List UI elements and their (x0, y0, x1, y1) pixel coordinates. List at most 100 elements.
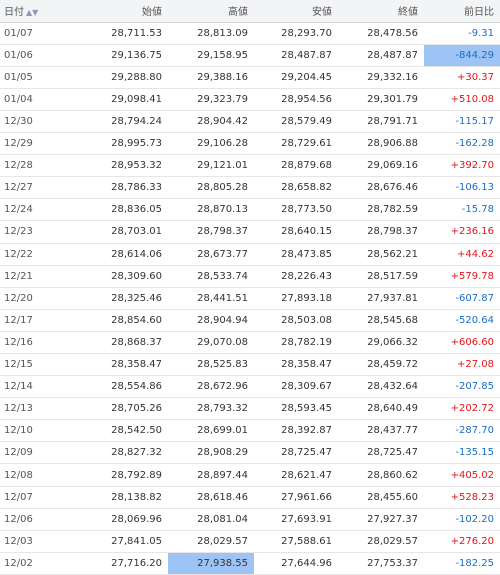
cell-open: 28,703.01 (62, 220, 168, 244)
column-header-high[interactable]: 高値 (168, 0, 254, 23)
cell-open: 28,794.24 (62, 110, 168, 134)
cell-high: 28,805.28 (168, 176, 254, 200)
cell-close: 28,459.72 (338, 353, 424, 377)
table-row[interactable]: 12/03 27,841.05 28,029.57 27,588.61 28,029.5… (0, 530, 500, 553)
cell-change: -207.85 (424, 375, 500, 399)
table-header-row: 日付 ▲▼ 始値 高値 安値 終値 前日比 (0, 0, 500, 23)
table-row[interactable]: 01/04 29,098.41 29,323.79 28,954.56 29,301.7… (0, 88, 500, 111)
cell-low: 28,725.47 (254, 441, 338, 465)
column-header-open[interactable]: 始値 (62, 0, 168, 23)
table-row[interactable]: 12/27 28,786.33 28,805.28 28,658.82 28,676.4… (0, 176, 500, 200)
table-row[interactable]: 12/16 28,868.37 29,070.08 28,782.19 29,066.3… (0, 331, 500, 355)
cell-low: 27,693.91 (254, 508, 338, 531)
cell-high: 28,525.83 (168, 353, 254, 377)
cell-open: 28,792.89 (62, 463, 168, 487)
cell-change: -106.13 (424, 176, 500, 200)
cell-high: 28,904.42 (168, 110, 254, 134)
cell-high: 29,158.95 (168, 44, 254, 67)
table-row[interactable]: 12/14 28,554.86 28,672.96 28,309.67 28,432.6… (0, 375, 500, 399)
cell-change: +202.72 (424, 397, 500, 421)
table-row[interactable]: 12/10 28,542.50 28,699.01 28,392.87 28,437.7… (0, 419, 500, 443)
cell-open: 28,554.86 (62, 375, 168, 399)
cell-open: 28,868.37 (62, 331, 168, 355)
cell-close: 28,432.64 (338, 375, 424, 399)
cell-change: -9.31 (424, 22, 500, 45)
cell-date: 12/09 (0, 441, 62, 465)
cell-change: -287.70 (424, 419, 500, 443)
table-row[interactable]: 12/24 28,836.05 28,870.13 28,773.50 28,782.5… (0, 198, 500, 222)
table-row[interactable]: 12/22 28,614.06 28,673.77 28,473.85 28,562.2… (0, 243, 500, 266)
table-row[interactable]: 12/07 28,138.82 28,618.46 27,961.66 28,455.6… (0, 486, 500, 509)
column-header-date[interactable]: 日付 ▲▼ (0, 0, 62, 23)
cell-close: 28,906.88 (338, 132, 424, 156)
cell-date: 01/06 (0, 44, 62, 67)
table-row[interactable]: 12/02 27,716.20 27,938.55 27,644.96 27,753.3… (0, 552, 500, 575)
cell-change: -15.78 (424, 198, 500, 222)
cell-date: 12/08 (0, 463, 62, 487)
cell-date: 12/16 (0, 331, 62, 355)
column-header-close[interactable]: 終値 (338, 0, 424, 23)
cell-open: 28,309.60 (62, 265, 168, 288)
table-row[interactable]: 12/06 28,069.96 28,081.04 27,693.91 27,927.3… (0, 508, 500, 531)
cell-open: 28,786.33 (62, 176, 168, 200)
table-row[interactable]: 12/17 28,854.60 28,904.94 28,503.08 28,545.6… (0, 309, 500, 332)
table-row[interactable]: 12/08 28,792.89 28,897.44 28,621.47 28,860.6… (0, 463, 500, 487)
cell-high: 28,908.29 (168, 441, 254, 465)
table-row[interactable]: 12/09 28,827.32 28,908.29 28,725.47 28,725.4… (0, 441, 500, 465)
cell-low: 28,226.43 (254, 265, 338, 288)
cell-high: 28,441.51 (168, 287, 254, 310)
cell-high: 28,029.57 (168, 530, 254, 553)
table-row[interactable]: 01/06 29,136.75 29,158.95 28,487.87 28,487.8… (0, 44, 500, 67)
cell-date: 12/17 (0, 309, 62, 332)
cell-date: 12/20 (0, 287, 62, 310)
cell-high: 29,121.01 (168, 154, 254, 178)
cell-date: 12/14 (0, 375, 62, 399)
cell-change: -135.15 (424, 441, 500, 465)
table-row[interactable]: 01/07 28,711.53 28,813.09 28,293.70 28,478.5… (0, 22, 500, 45)
cell-change: -607.87 (424, 287, 500, 310)
cell-change: -520.64 (424, 309, 500, 332)
cell-open: 28,325.46 (62, 287, 168, 310)
sort-icon[interactable]: ▲▼ (26, 8, 39, 18)
cell-low: 28,658.82 (254, 176, 338, 200)
cell-high: 28,533.74 (168, 265, 254, 288)
cell-date: 12/10 (0, 419, 62, 443)
table-row[interactable]: 12/23 28,703.01 28,798.37 28,640.15 28,798.3… (0, 220, 500, 244)
table-row[interactable]: 12/28 28,953.32 29,121.01 28,879.68 29,069.1… (0, 154, 500, 178)
cell-open: 29,098.41 (62, 88, 168, 111)
cell-close: 28,029.57 (338, 530, 424, 553)
cell-change: +276.20 (424, 530, 500, 553)
cell-high: 28,897.44 (168, 463, 254, 487)
table-row[interactable]: 12/21 28,309.60 28,533.74 28,226.43 28,517.5… (0, 265, 500, 288)
table-row[interactable]: 12/15 28,358.47 28,525.83 28,358.47 28,459.7… (0, 353, 500, 377)
cell-change: -115.17 (424, 110, 500, 134)
cell-open: 28,705.26 (62, 397, 168, 421)
cell-low: 28,487.87 (254, 44, 338, 67)
column-header-low[interactable]: 安値 (254, 0, 338, 23)
column-header-change[interactable]: 前日比 (424, 0, 500, 23)
cell-high: 28,793.32 (168, 397, 254, 421)
cell-low: 28,579.49 (254, 110, 338, 134)
cell-date: 01/04 (0, 88, 62, 111)
cell-low: 28,358.47 (254, 353, 338, 377)
table-row[interactable]: 01/05 29,288.80 29,388.16 29,204.45 29,332.1… (0, 66, 500, 89)
cell-low: 28,392.87 (254, 419, 338, 443)
cell-high: 28,673.77 (168, 243, 254, 266)
cell-high: 28,798.37 (168, 220, 254, 244)
cell-open: 28,711.53 (62, 22, 168, 45)
cell-close: 29,069.16 (338, 154, 424, 178)
table-row[interactable]: 12/13 28,705.26 28,793.32 28,593.45 28,640.4… (0, 397, 500, 421)
table-row[interactable]: 12/29 28,995.73 29,106.28 28,729.61 28,906.8… (0, 132, 500, 156)
table-row[interactable]: 12/30 28,794.24 28,904.42 28,579.49 28,791.7… (0, 110, 500, 134)
cell-open: 29,288.80 (62, 66, 168, 89)
cell-date: 12/02 (0, 552, 62, 575)
cell-change: +510.08 (424, 88, 500, 111)
table-row[interactable]: 12/20 28,325.46 28,441.51 27,893.18 27,937.8… (0, 287, 500, 310)
cell-high: 29,388.16 (168, 66, 254, 89)
cell-close: 28,791.71 (338, 110, 424, 134)
cell-high: 27,938.55 (168, 552, 254, 575)
cell-low: 28,773.50 (254, 198, 338, 222)
cell-change: +44.62 (424, 243, 500, 266)
cell-low: 28,640.15 (254, 220, 338, 244)
cell-change: +236.16 (424, 220, 500, 244)
